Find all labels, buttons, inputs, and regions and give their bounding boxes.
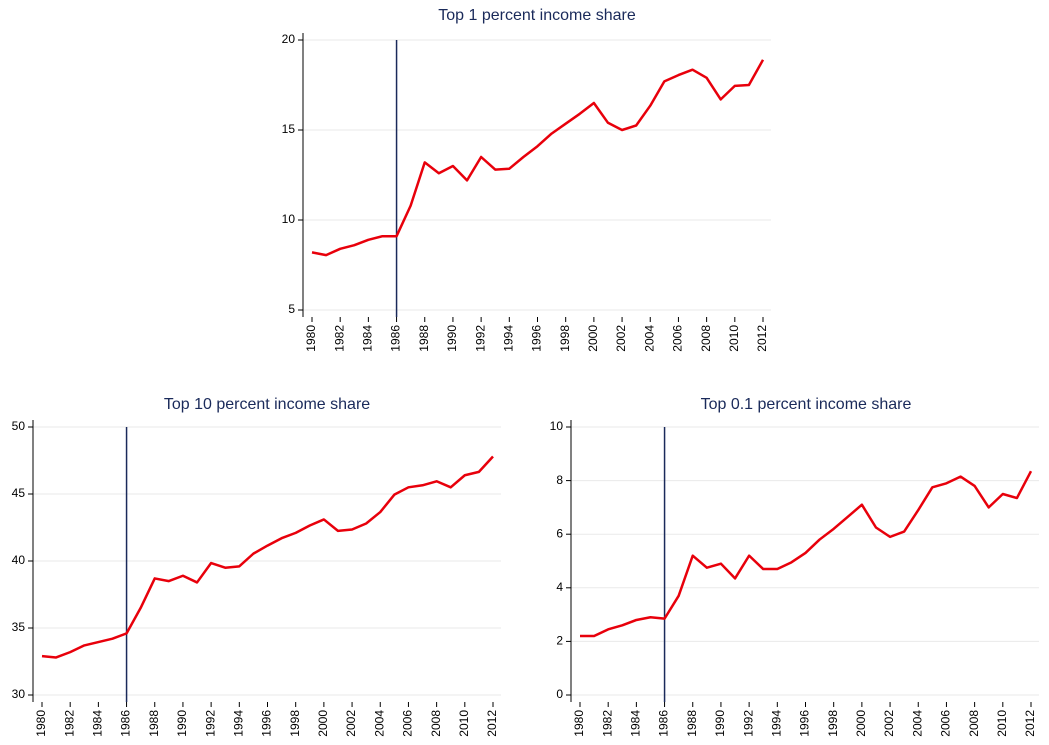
y-tick-label: 0: [556, 687, 563, 701]
x-tick-label: 2010: [727, 325, 741, 352]
y-tick-label: 45: [12, 486, 26, 500]
x-tick-label: 1984: [361, 325, 375, 352]
data-line: [580, 470, 1033, 638]
x-tick-label: 2002: [614, 325, 628, 352]
x-tick-label: 2000: [586, 325, 600, 352]
x-tick-label: 1980: [572, 710, 586, 737]
y-tick-label: 6: [556, 526, 563, 540]
x-tick-label: 1982: [62, 710, 76, 737]
panel: Top 0.1 percent income share 0 2 4 6 8 10 1980 1…: [550, 396, 1039, 737]
y-tick-label: 10: [282, 212, 296, 226]
x-tick-label: 2012: [1023, 710, 1037, 737]
x-tick-label: 2002: [882, 710, 896, 737]
x-tick-label: 1992: [203, 710, 217, 737]
x-tick-label: 2008: [967, 710, 981, 737]
chart-title: Top 0.1 percent income share: [701, 396, 912, 413]
x-tick-label: 2000: [316, 710, 330, 737]
y-tick-label: 8: [556, 473, 563, 487]
x-tick-label: 2012: [485, 710, 499, 737]
x-tick-label: 1994: [231, 710, 245, 737]
y-tick-label: 50: [12, 419, 26, 433]
x-tick-label: 1992: [741, 710, 755, 737]
x-tick-label: 1982: [332, 325, 346, 352]
x-tick-label: 2008: [429, 710, 443, 737]
x-tick-label: 2004: [372, 710, 386, 737]
x-tick-label: 2006: [939, 710, 953, 737]
y-tick-label: 40: [12, 553, 26, 567]
panel: Top 1 percent income share 5 10 15 20 1980 198…: [282, 7, 771, 352]
y-tick-label: 5: [288, 302, 295, 316]
x-tick-label: 1986: [389, 325, 403, 352]
x-tick-label: 1988: [685, 710, 699, 737]
x-tick-label: 2010: [457, 710, 471, 737]
x-tick-label: 1996: [530, 325, 544, 352]
x-tick-label: 2006: [671, 325, 685, 352]
x-tick-label: 1998: [558, 325, 572, 352]
y-tick-label: 20: [282, 32, 296, 46]
x-tick-label: 1986: [657, 710, 671, 737]
x-tick-label: 1988: [147, 710, 161, 737]
x-tick-label: 1992: [473, 325, 487, 352]
x-tick-label: 1990: [445, 325, 459, 352]
data-line: [41, 455, 494, 659]
y-tick-label: 35: [12, 620, 26, 634]
x-tick-label: 1994: [769, 710, 783, 737]
x-tick-label: 1984: [91, 710, 105, 737]
y-tick-label: 10: [550, 419, 564, 433]
y-tick-label: 2: [556, 634, 563, 648]
x-tick-label: 2012: [755, 325, 769, 352]
x-tick-label: 2010: [995, 710, 1009, 737]
x-tick-label: 2000: [854, 710, 868, 737]
x-tick-label: 1982: [600, 710, 614, 737]
y-tick-label: 30: [12, 687, 26, 701]
x-tick-label: 1990: [175, 710, 189, 737]
chart-title: Top 1 percent income share: [438, 7, 636, 24]
x-tick-label: 1994: [501, 325, 515, 352]
x-tick-label: 1980: [304, 325, 318, 352]
panel: Top 10 percent income share 30 35 40 45 50 198…: [12, 396, 501, 737]
x-tick-label: 2006: [401, 710, 415, 737]
chart-title: Top 10 percent income share: [164, 396, 370, 413]
x-tick-label: 1988: [417, 325, 431, 352]
x-tick-label: 2008: [699, 325, 713, 352]
y-tick-label: 15: [282, 122, 296, 136]
x-tick-label: 1984: [629, 710, 643, 737]
x-tick-label: 1998: [288, 710, 302, 737]
x-tick-label: 1986: [119, 710, 133, 737]
y-tick-label: 4: [556, 580, 563, 594]
x-tick-label: 1980: [34, 710, 48, 737]
x-tick-label: 2004: [910, 710, 924, 737]
x-tick-label: 1998: [826, 710, 840, 737]
x-tick-label: 2002: [344, 710, 358, 737]
data-line: [311, 59, 765, 257]
x-tick-label: 1990: [713, 710, 727, 737]
x-tick-label: 1996: [260, 710, 274, 737]
x-tick-label: 2004: [642, 325, 656, 352]
x-tick-label: 1996: [798, 710, 812, 737]
